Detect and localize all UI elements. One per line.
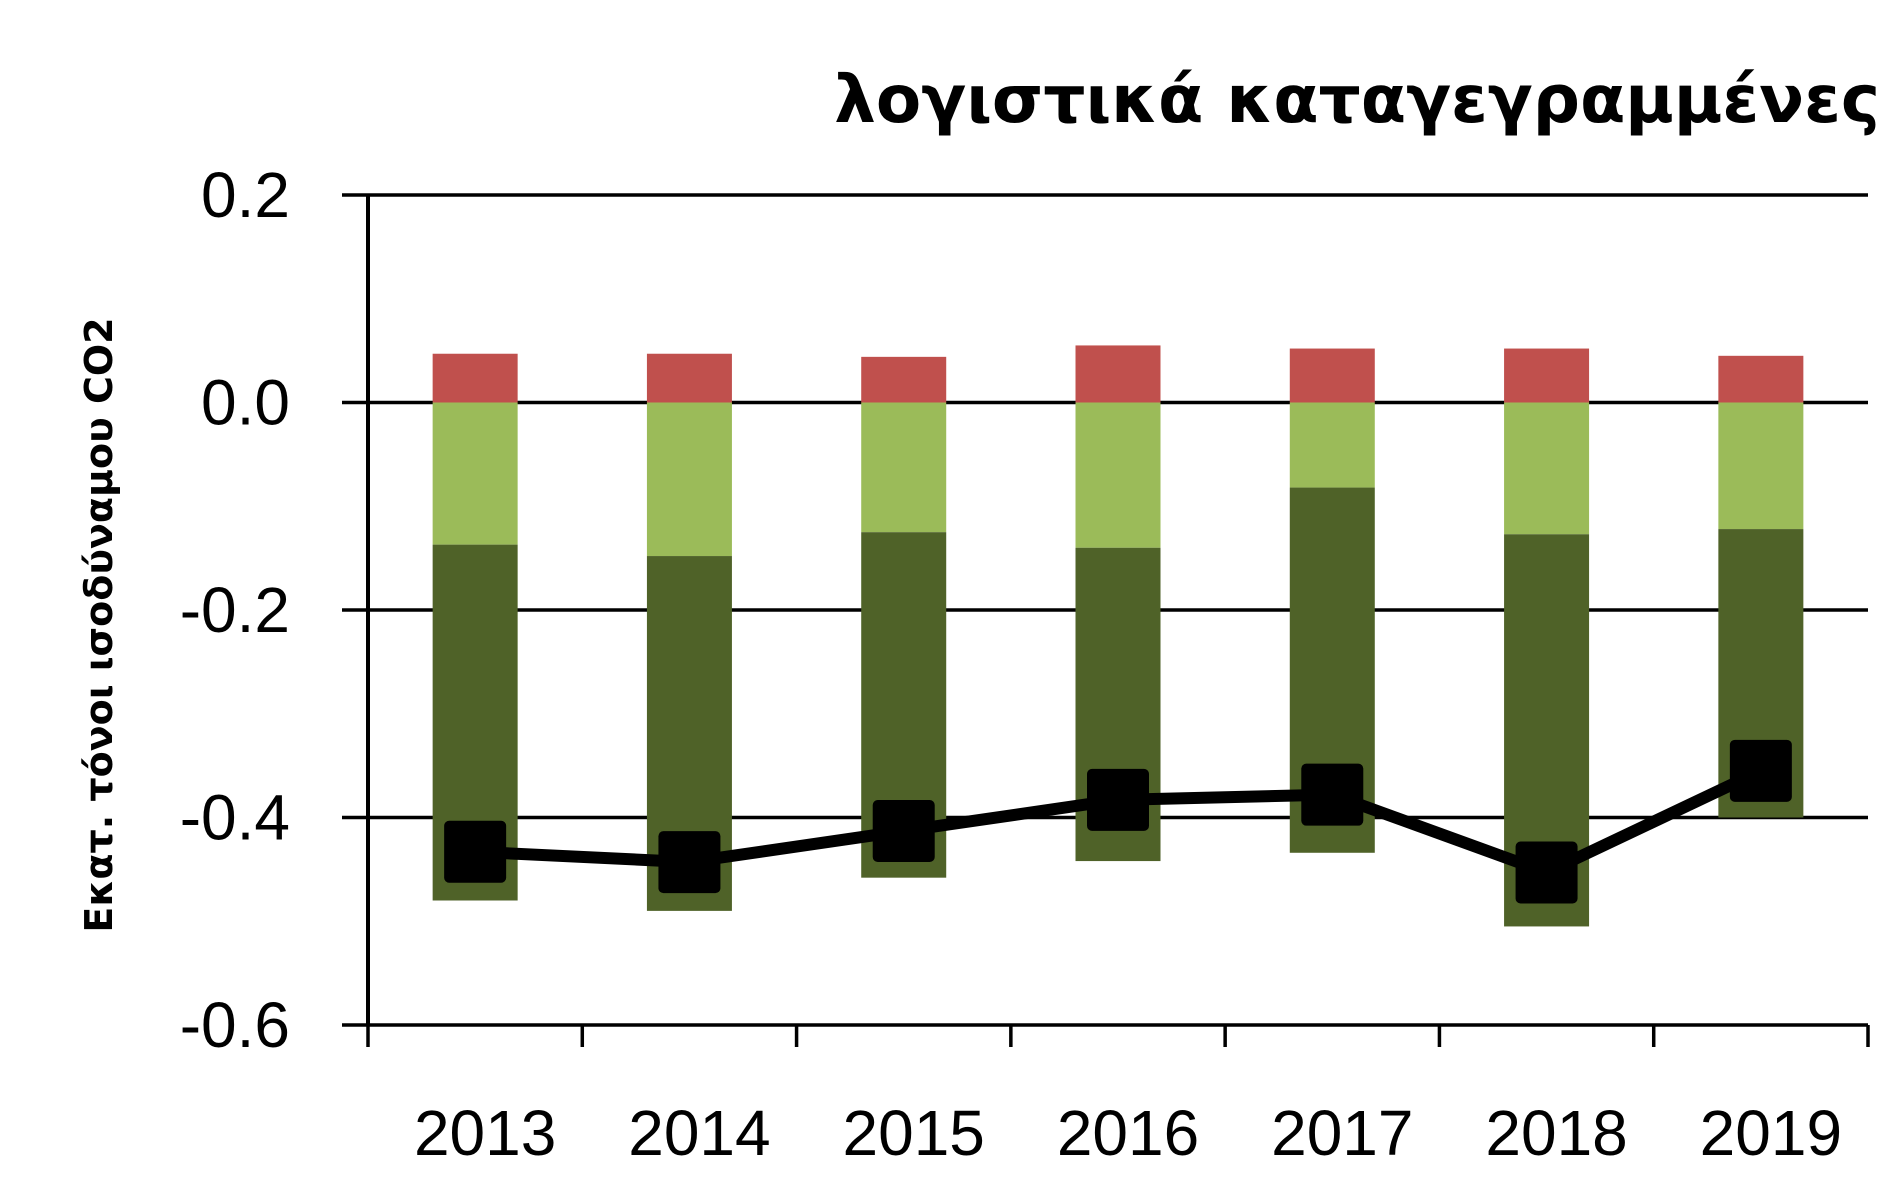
bar-segment: [861, 356, 947, 403]
line-point-marker: [1729, 739, 1792, 802]
x-tick-label: 2013: [414, 1097, 556, 1169]
line-point-marker: [1301, 763, 1364, 826]
y-tick-label: 0.2: [201, 159, 290, 231]
bar-segment: [1504, 402, 1590, 535]
y-tick-label: -0.2: [180, 574, 290, 646]
axes: [366, 195, 1870, 1047]
line-point-marker: [872, 799, 935, 862]
bar-segment: [1289, 402, 1375, 488]
line-series: [444, 739, 1792, 904]
bar-segment: [1718, 402, 1804, 530]
line-point-marker: [444, 820, 507, 883]
y-tick-label: 0.0: [201, 367, 290, 439]
bar-segment: [1504, 348, 1590, 403]
x-tick-label: 2015: [843, 1097, 985, 1169]
line-point-marker: [1087, 768, 1149, 831]
bars: [432, 345, 1804, 927]
line-point-marker: [1515, 841, 1578, 904]
bar-segment: [1289, 348, 1375, 403]
y-tick-labels: 0.2 0.0 -0.2 -0.4 -0.6: [180, 159, 290, 1061]
x-tick-label: 2016: [1057, 1097, 1199, 1169]
bar-segment: [1075, 345, 1161, 403]
bar-segment: [861, 402, 947, 533]
x-tick-label: 2019: [1700, 1097, 1842, 1169]
bar-segment: [1718, 355, 1804, 403]
x-tick-labels: 2013 2014 2015 2016 2017 2018 2019: [414, 1097, 1842, 1169]
y-tick-label: -0.4: [180, 782, 290, 854]
bar-segment: [432, 353, 518, 403]
bar-segment: [432, 402, 518, 545]
chart-title: λογιστικά καταγεγραμμένες: [834, 61, 1880, 138]
x-tick-label: 2014: [628, 1097, 770, 1169]
x-tick-label: 2017: [1271, 1097, 1413, 1169]
bar-segment: [1075, 402, 1161, 548]
y-tick-label: -0.6: [180, 989, 290, 1061]
bar-segment: [646, 402, 732, 557]
x-tick-label: 2018: [1485, 1097, 1627, 1169]
bar-segment: [646, 353, 732, 403]
y-axis-label: Εκατ. τόνοι ισοδύναμου CO2: [77, 317, 121, 932]
line-point-marker: [658, 831, 721, 894]
